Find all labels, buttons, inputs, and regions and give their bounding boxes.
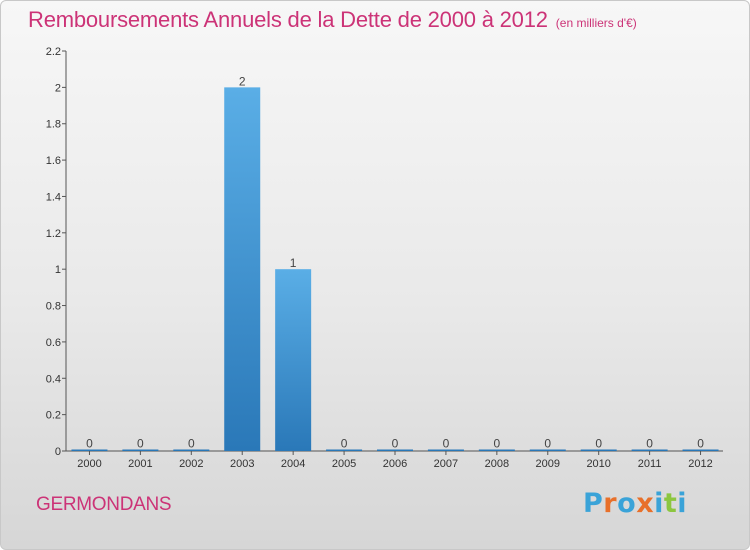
x-tick-label: 2009 bbox=[536, 458, 560, 470]
bar-2007 bbox=[427, 449, 464, 451]
data-label-2000: 0 bbox=[86, 437, 93, 451]
data-label-2010: 0 bbox=[595, 437, 602, 451]
x-tick-label: 2002 bbox=[179, 458, 203, 470]
data-label-2004: 1 bbox=[290, 256, 297, 270]
chart-title-text: Remboursements Annuels de la Dette de 20… bbox=[28, 7, 548, 32]
logo-letter: o bbox=[617, 488, 637, 519]
x-tick-label: 2000 bbox=[77, 458, 101, 470]
y-tick-label: 0.6 bbox=[46, 337, 61, 349]
y-tick-label: 1.2 bbox=[46, 228, 61, 240]
chart-title: Remboursements Annuels de la Dette de 20… bbox=[28, 7, 637, 33]
bar-2001 bbox=[122, 449, 159, 451]
data-label-2011: 0 bbox=[646, 437, 653, 451]
x-tick-label: 2005 bbox=[332, 458, 356, 470]
bar-2000 bbox=[71, 449, 108, 451]
bar-2004 bbox=[275, 269, 312, 451]
data-label-2001: 0 bbox=[137, 437, 144, 451]
x-tick-label: 2004 bbox=[281, 458, 305, 470]
y-tick-label: 1.8 bbox=[46, 119, 61, 131]
logo-letter: i bbox=[654, 488, 664, 519]
y-tick-label: 1.6 bbox=[46, 155, 61, 167]
logo-letter: r bbox=[603, 488, 618, 519]
data-label-2003: 2 bbox=[239, 74, 246, 88]
data-label-2002: 0 bbox=[188, 437, 195, 451]
x-tick-label: 2003 bbox=[230, 458, 254, 470]
x-tick-label: 2001 bbox=[128, 458, 152, 470]
y-tick-label: 1 bbox=[55, 264, 61, 276]
labels: 2000 0 2001 0 2002 0 2003 2 2004 1 2005 0 2006 0 2007 0… bbox=[77, 74, 713, 470]
y-tick-label: 0.2 bbox=[46, 410, 61, 422]
chart-subtitle: (en milliers d'€) bbox=[555, 16, 637, 30]
y-tick-label: 0.8 bbox=[46, 301, 61, 313]
logo-letter: t bbox=[663, 488, 678, 519]
logo-letter: i bbox=[677, 488, 688, 519]
x-tick-label: 2006 bbox=[383, 458, 407, 470]
bar-2005 bbox=[326, 449, 363, 451]
bar-2002 bbox=[173, 449, 210, 451]
y-tick-label: 0.4 bbox=[46, 373, 61, 385]
x-tick-label: 2008 bbox=[485, 458, 509, 470]
data-label-2008: 0 bbox=[494, 437, 501, 451]
data-label-2006: 0 bbox=[392, 437, 399, 451]
logo-letter: x bbox=[636, 488, 655, 519]
data-label-2005: 0 bbox=[341, 437, 348, 451]
proxiti-logo[interactable]: Proxiti bbox=[583, 488, 687, 519]
commune-name: GERMONDANS bbox=[36, 494, 172, 515]
y-tick-label: 2.2 bbox=[46, 46, 61, 58]
bar-2011 bbox=[631, 449, 668, 451]
data-label-2007: 0 bbox=[443, 437, 450, 451]
bar-2009 bbox=[529, 449, 566, 451]
x-tick-label: 2012 bbox=[688, 458, 712, 470]
y-tick-label: 2 bbox=[55, 82, 61, 94]
x-tick-label: 2010 bbox=[586, 458, 610, 470]
y-tick-label: 1.4 bbox=[46, 191, 61, 203]
bar-2003 bbox=[224, 87, 261, 451]
y-tick-label: 0 bbox=[55, 446, 61, 458]
bar-2010 bbox=[580, 449, 617, 451]
logo-letter: P bbox=[583, 488, 604, 519]
bar-2006 bbox=[377, 449, 413, 451]
data-label-2009: 0 bbox=[544, 437, 551, 451]
x-tick-label: 2011 bbox=[638, 458, 662, 470]
bar-2012 bbox=[682, 449, 719, 451]
x-tick-label: 2007 bbox=[434, 458, 458, 470]
axes: 0 0.2 0.4 0.6 0.8 1 1.2 1.4 1.6 1.8 2 2.2 bbox=[46, 46, 723, 458]
bar-2008 bbox=[478, 449, 515, 451]
bars bbox=[71, 87, 719, 451]
data-label-2012: 0 bbox=[697, 437, 704, 451]
